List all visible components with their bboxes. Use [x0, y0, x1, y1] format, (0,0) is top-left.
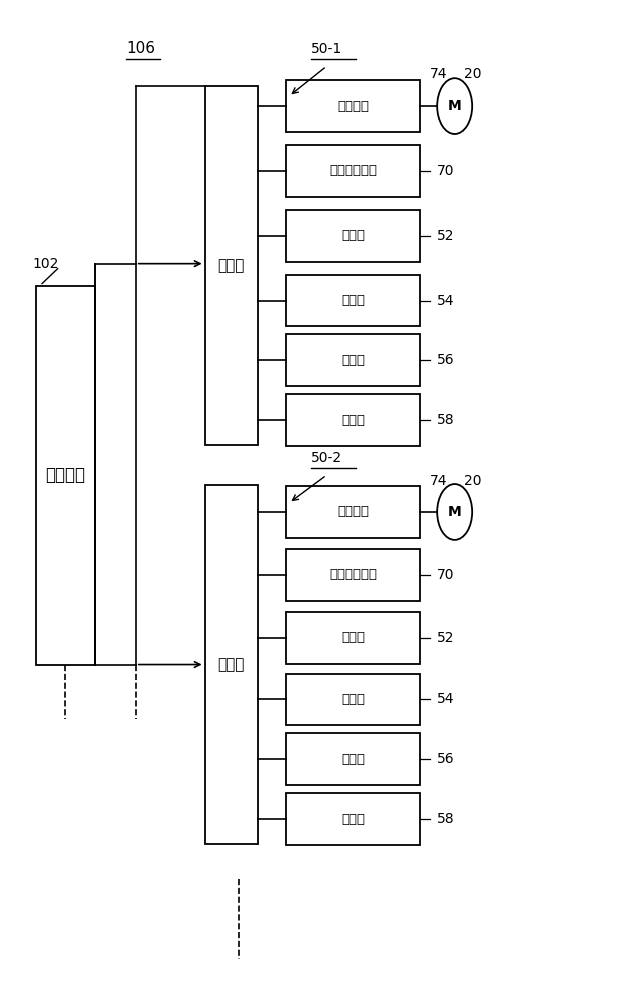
Text: 54: 54 [436, 692, 454, 706]
Bar [36, 286, 95, 665]
Text: 驱动电路: 驱动电路 [337, 505, 369, 518]
Bar [205, 86, 257, 445]
Text: 56: 56 [436, 353, 454, 367]
Text: 50-2: 50-2 [311, 451, 342, 465]
Text: 52: 52 [436, 631, 454, 645]
Text: 54: 54 [436, 294, 454, 308]
Text: 56: 56 [436, 752, 454, 766]
Text: 驱动电路: 驱动电路 [337, 100, 369, 113]
Text: 拥挤检测装置: 拥挤检测装置 [329, 568, 377, 581]
Bar [286, 145, 420, 197]
Bar [286, 394, 420, 446]
Text: 扬声器: 扬声器 [341, 414, 365, 427]
Bar [205, 485, 257, 844]
Text: 58: 58 [436, 812, 454, 826]
Bar [286, 210, 420, 262]
Text: 52: 52 [436, 229, 454, 243]
Text: 操作台: 操作台 [341, 354, 365, 367]
Circle shape [437, 78, 472, 134]
Text: 控制部: 控制部 [217, 258, 245, 273]
Text: 扬声器: 扬声器 [341, 693, 365, 706]
Text: 70: 70 [436, 568, 454, 582]
Bar [286, 733, 420, 785]
Text: 20: 20 [464, 474, 482, 488]
Text: 操作台: 操作台 [341, 753, 365, 766]
Bar [286, 80, 420, 132]
Text: 102: 102 [33, 257, 59, 271]
Text: 74: 74 [430, 67, 447, 81]
Text: 58: 58 [436, 413, 454, 427]
Bar [286, 334, 420, 386]
Bar [286, 612, 420, 664]
Text: 主控制部: 主控制部 [45, 466, 85, 484]
Text: M: M [448, 99, 462, 113]
Bar [286, 674, 420, 725]
Bar [286, 275, 420, 326]
Text: 20: 20 [464, 67, 482, 81]
Text: 拥挤检测装置: 拥挤检测装置 [329, 164, 377, 177]
Text: 操作台: 操作台 [341, 229, 365, 242]
Text: 扬声器: 扬声器 [341, 294, 365, 307]
Text: 50-1: 50-1 [311, 42, 342, 56]
Text: 70: 70 [436, 164, 454, 178]
Text: 74: 74 [430, 474, 447, 488]
Text: 控制部: 控制部 [217, 657, 245, 672]
Bar [286, 486, 420, 538]
Text: 106: 106 [126, 41, 156, 56]
Bar [286, 793, 420, 845]
Text: M: M [448, 505, 462, 519]
Circle shape [437, 484, 472, 540]
Text: 操作台: 操作台 [341, 631, 365, 644]
Text: 扬声器: 扬声器 [341, 813, 365, 826]
Bar [286, 549, 420, 601]
